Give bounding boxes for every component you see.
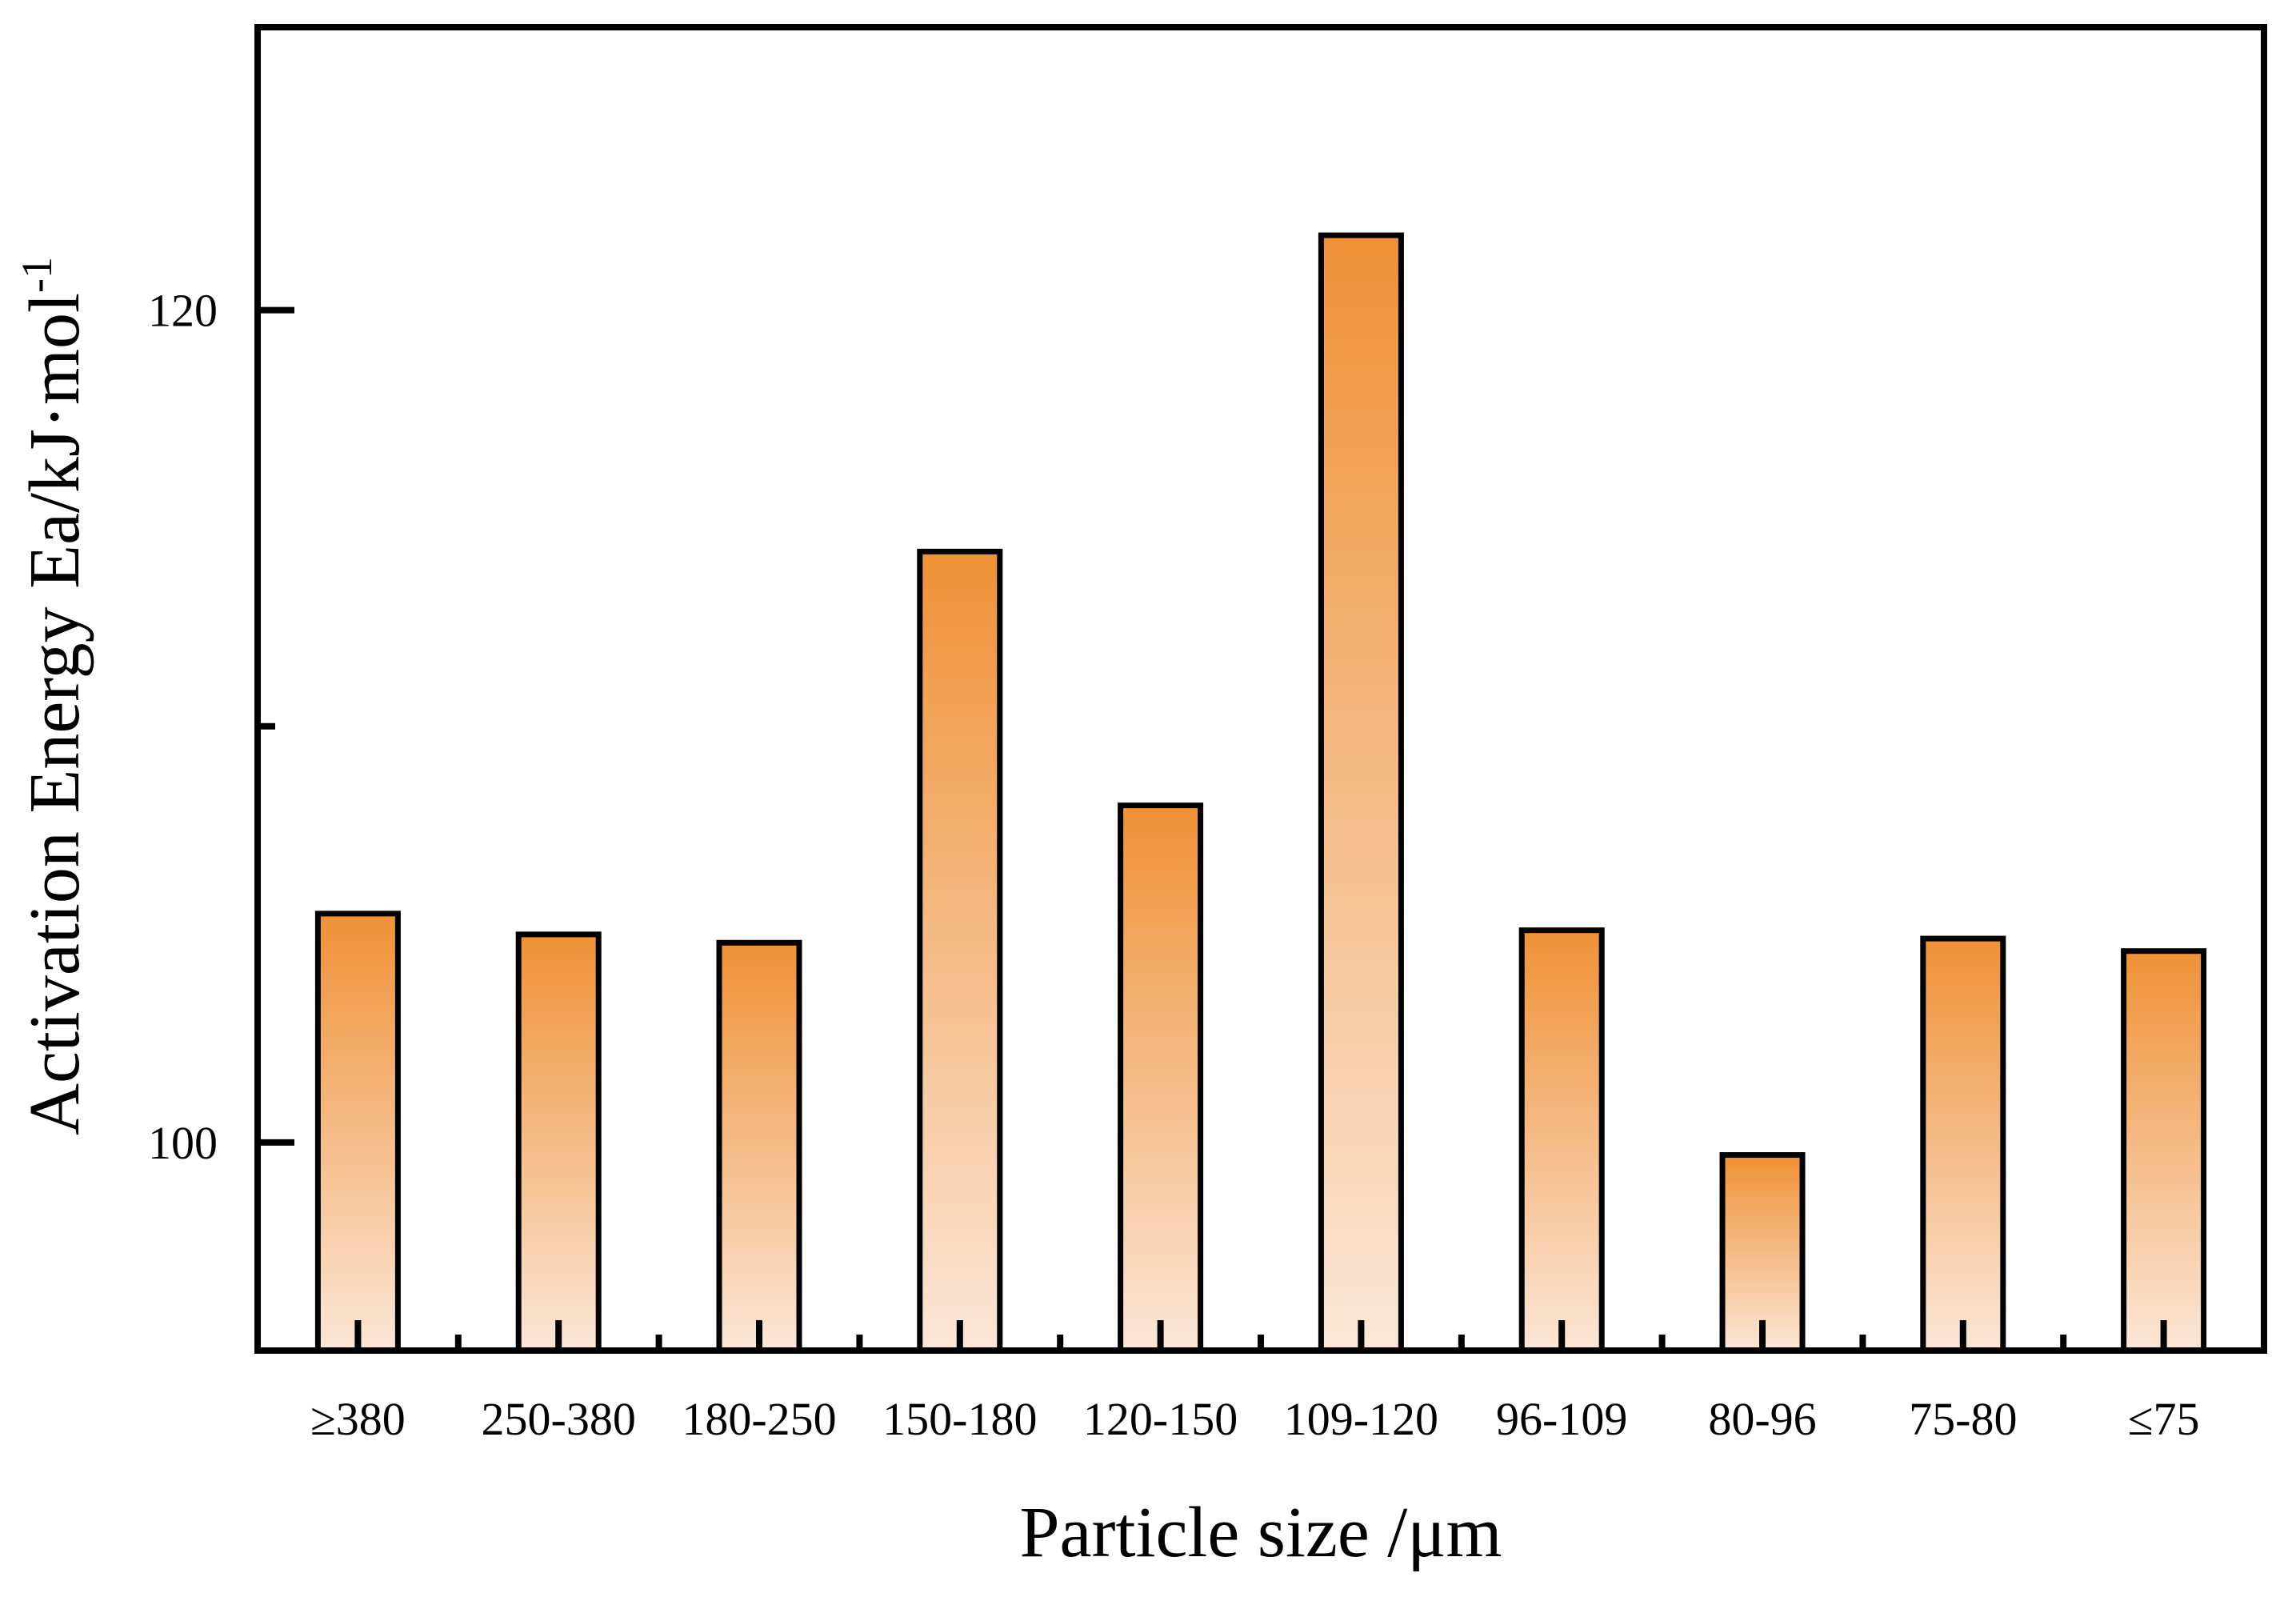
y-axis-title-main: Activation Energy Ea/kJ·mol [15, 293, 94, 1135]
bar-3 [917, 548, 1003, 1354]
bar-5 [1318, 232, 1404, 1354]
x-tick-label-0: ≥380 [310, 1393, 406, 1445]
bar-2 [716, 939, 802, 1354]
x-tick-label-3: 150-180 [882, 1393, 1037, 1445]
bar-0 [314, 911, 401, 1354]
bar-1 [515, 931, 602, 1354]
bar-8 [1920, 935, 2006, 1354]
y-tick-label-0: 100 [148, 1117, 218, 1169]
y-axis-title-superscript: -1 [13, 257, 61, 293]
y-tick-label-2: 120 [148, 285, 218, 337]
bar-4 [1118, 803, 1204, 1354]
y-axis-title: Activation Energy Ea/kJ·mol-1 [13, 257, 94, 1135]
labels-layer: ≥380 250-380 180-250 150-180 120-150 109-120 9… [148, 285, 2200, 1445]
x-tick-label-8: 75-80 [1909, 1393, 2017, 1445]
x-tick-label-6: 96-109 [1496, 1393, 1627, 1445]
x-tick-label-5: 109-120 [1284, 1393, 1438, 1445]
bar-6 [1518, 927, 1605, 1354]
x-tick-label-4: 120-150 [1083, 1393, 1238, 1445]
bars-layer [314, 232, 2207, 1354]
x-axis-title: Particle size /μm [1019, 1493, 1502, 1572]
bar-9 [2121, 948, 2207, 1354]
x-tick-label-7: 80-96 [1708, 1393, 1816, 1445]
x-tick-label-2: 180-250 [682, 1393, 836, 1445]
x-tick-label-9: ≤75 [2128, 1393, 2200, 1445]
ticks-layer [258, 306, 2167, 1351]
x-tick-label-1: 250-380 [482, 1393, 636, 1445]
